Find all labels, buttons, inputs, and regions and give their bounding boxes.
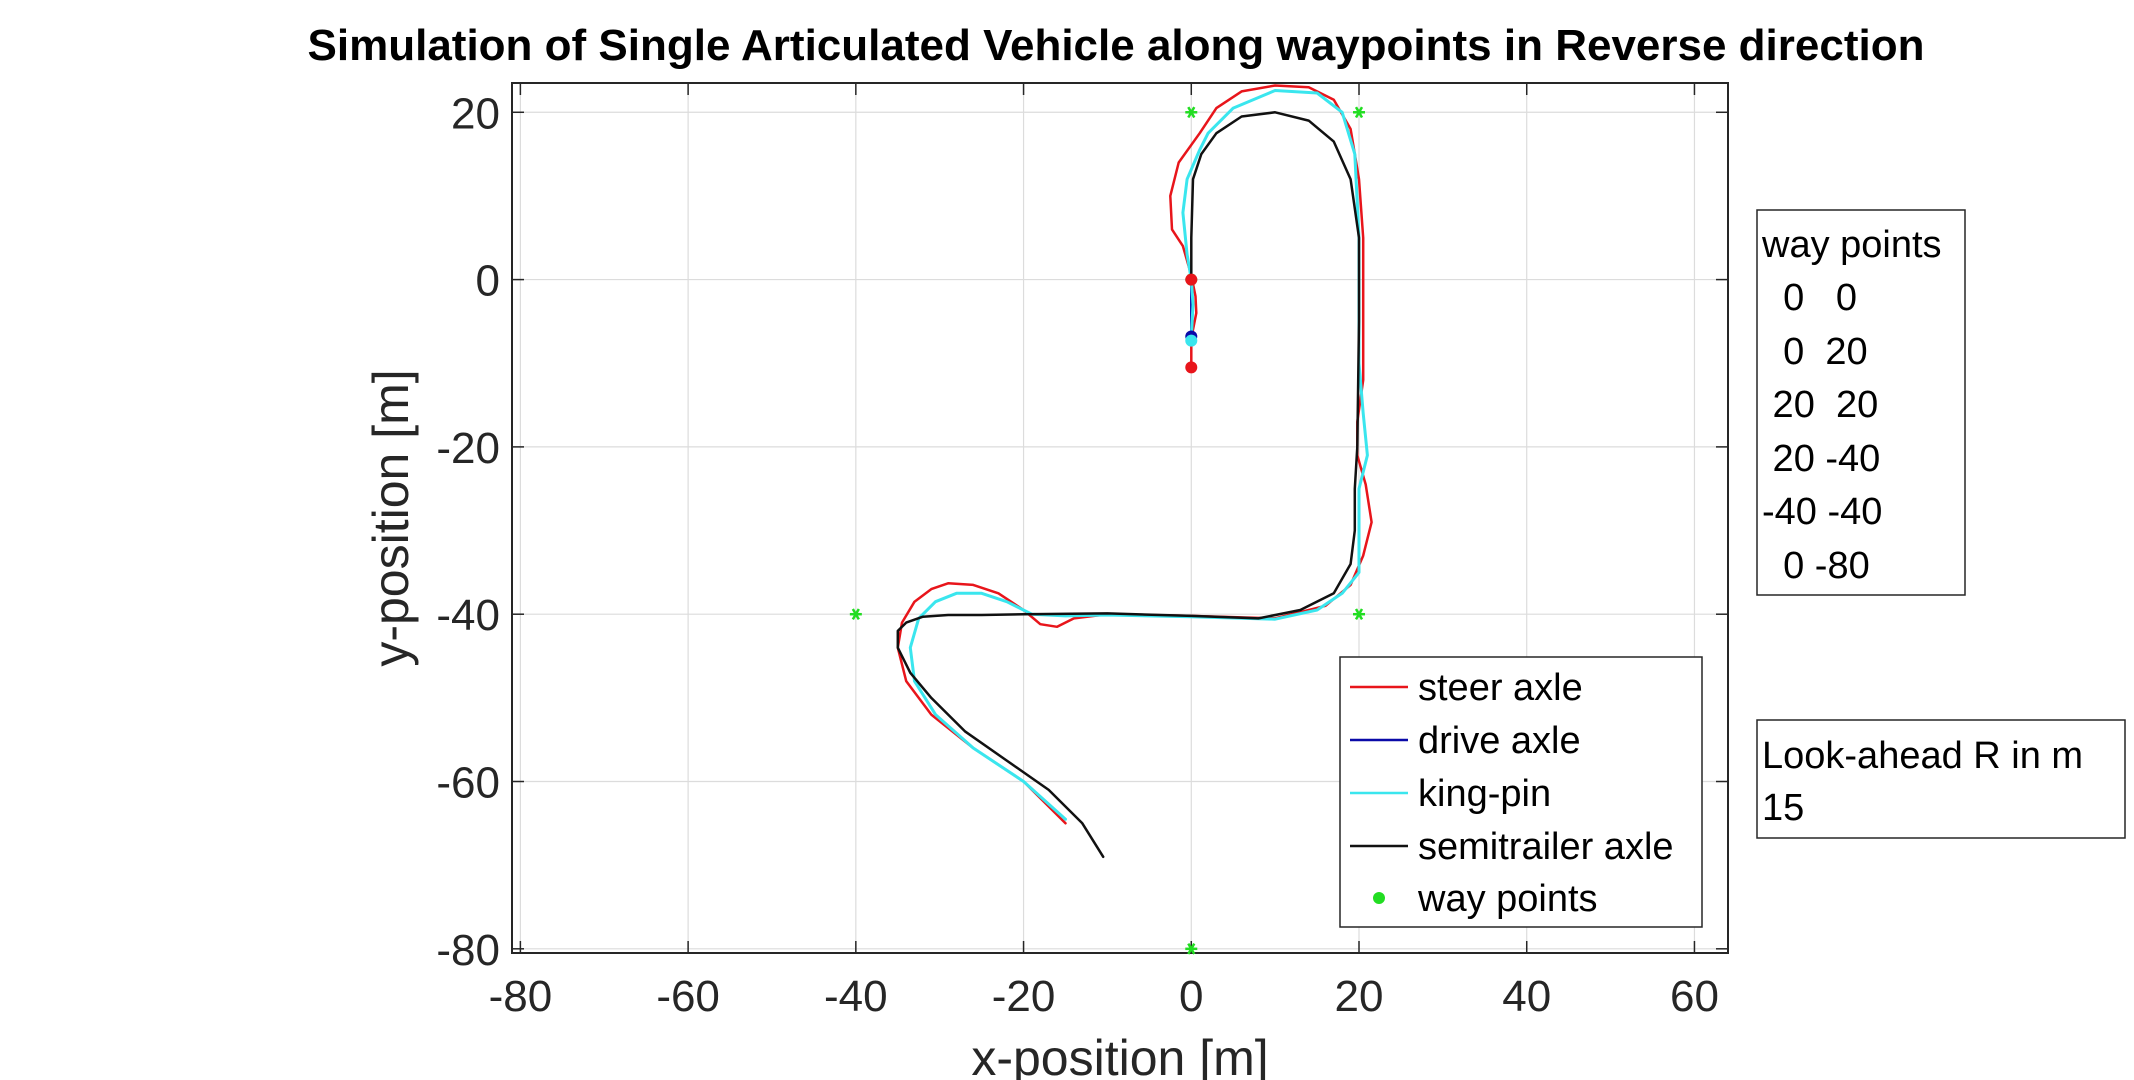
tick-marks (512, 83, 1728, 953)
series-line-king-pin (908, 89, 1369, 821)
series-layer (896, 84, 1373, 859)
waypoint-marker (1353, 106, 1366, 119)
waypoint-row: 20 -40 (1762, 438, 1880, 480)
waypoint-row: -40 -40 (1762, 491, 1882, 533)
waypoint-annotation: way points 0 0 0 20 20 20 20 -40 -40 -40… (1756, 209, 1966, 596)
y-tick-label: -60 (436, 759, 500, 808)
waypoint-row: 0 0 (1762, 277, 1857, 319)
x-tick-label: -80 (489, 972, 553, 1021)
vehicle-position-marker (1185, 273, 1198, 286)
waypoint-row: 0 -80 (1762, 545, 1870, 587)
waypoint-marker (1185, 106, 1198, 119)
x-tick-labels: -80 -60 -40 -20 0 20 40 60 (489, 972, 1719, 1021)
x-tick-label: -60 (656, 972, 720, 1021)
y-tick-label: -40 (436, 591, 500, 640)
x-tick-label: 20 (1335, 972, 1384, 1021)
legend-label-semitrailer: semitrailer axle (1418, 826, 1674, 868)
lookahead-label: Look-ahead R in m (1762, 735, 2083, 777)
legend-label-kingpin: king-pin (1418, 773, 1551, 815)
x-axis-label: x-position [m] (971, 1030, 1268, 1080)
legend-label-drive: drive axle (1418, 720, 1581, 762)
y-tick-label: -20 (436, 424, 500, 473)
waypoint-row: 20 20 (1762, 384, 1878, 426)
marker-layer (1185, 273, 1198, 374)
y-axis-label: y-position [m] (363, 369, 419, 666)
vehicle-position-marker (1185, 334, 1198, 347)
legend-label-waypoints: way points (1417, 878, 1598, 920)
waypoint-marker (849, 608, 862, 621)
y-tick-label: 20 (451, 89, 500, 138)
lookahead-value: 15 (1762, 787, 1804, 829)
waypoint-annotation-box (1756, 209, 1966, 596)
y-tick-labels: -80 -60 -40 -20 0 20 (436, 89, 500, 975)
x-tick-label: 60 (1670, 972, 1719, 1021)
legend-label-steer: steer axle (1418, 667, 1583, 709)
legend-marker-waypoints (1373, 892, 1385, 904)
x-tick-label: -20 (992, 972, 1056, 1021)
legend: steer axle drive axle king-pin semitrail… (1339, 656, 1703, 928)
y-tick-label: -80 (436, 926, 500, 975)
series-line-semitrailer-axle (896, 111, 1361, 859)
x-tick-label: 40 (1502, 972, 1551, 1021)
waypoint-marker (1185, 942, 1198, 955)
lookahead-annotation: Look-ahead R in m 15 (1756, 719, 2126, 839)
series-line-steer-axle (896, 84, 1373, 825)
waypoint-marker (1353, 608, 1366, 621)
x-tick-label: -40 (824, 972, 888, 1021)
y-tick-label: 0 (476, 257, 500, 306)
x-tick-label: 0 (1179, 972, 1203, 1021)
chart-title: Simulation of Single Articulated Vehicle… (308, 21, 1925, 70)
waypoint-row: 0 20 (1762, 331, 1868, 373)
lookahead-annotation-box (1756, 719, 2126, 839)
waypoint-layer (849, 106, 1366, 955)
plot-frame (511, 82, 1729, 954)
vehicle-position-marker (1185, 361, 1198, 374)
waypoint-annotation-header: way points (1761, 224, 1942, 266)
